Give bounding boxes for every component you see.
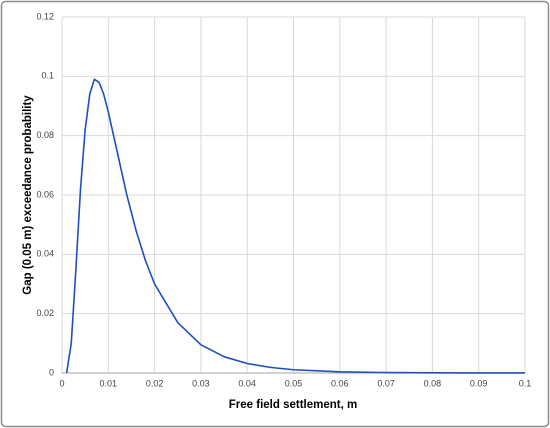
x-tick-label: 0.07: [377, 378, 395, 388]
y-tick-label: 0: [49, 367, 54, 377]
x-tick-label: 0.08: [424, 378, 442, 388]
x-tick-label: 0.04: [238, 378, 256, 388]
x-tick-label: 0.1: [519, 378, 532, 388]
x-tick-label: 0.05: [285, 378, 303, 388]
x-tick-label: 0.06: [331, 378, 349, 388]
y-tick-label: 0.06: [36, 189, 54, 199]
data-line: [65, 78, 526, 374]
y-axis-title: Gap (0.05 m) exceedance probability: [22, 95, 34, 295]
y-tick-label: 0.02: [36, 308, 54, 318]
y-tick-label: 0.04: [36, 249, 54, 259]
x-tick-label: 0.01: [100, 378, 118, 388]
x-axis-title: Free field settlement, m: [229, 399, 357, 411]
x-tick-label: 0.03: [192, 378, 210, 388]
x-tick-label: 0.02: [146, 378, 164, 388]
x-tick-label: 0: [59, 378, 64, 388]
y-tick-label: 0.12: [36, 11, 54, 21]
y-tick-label: 0.1: [41, 71, 54, 81]
x-tick-label: 0.09: [470, 378, 488, 388]
y-tick-label: 0.08: [36, 130, 54, 140]
